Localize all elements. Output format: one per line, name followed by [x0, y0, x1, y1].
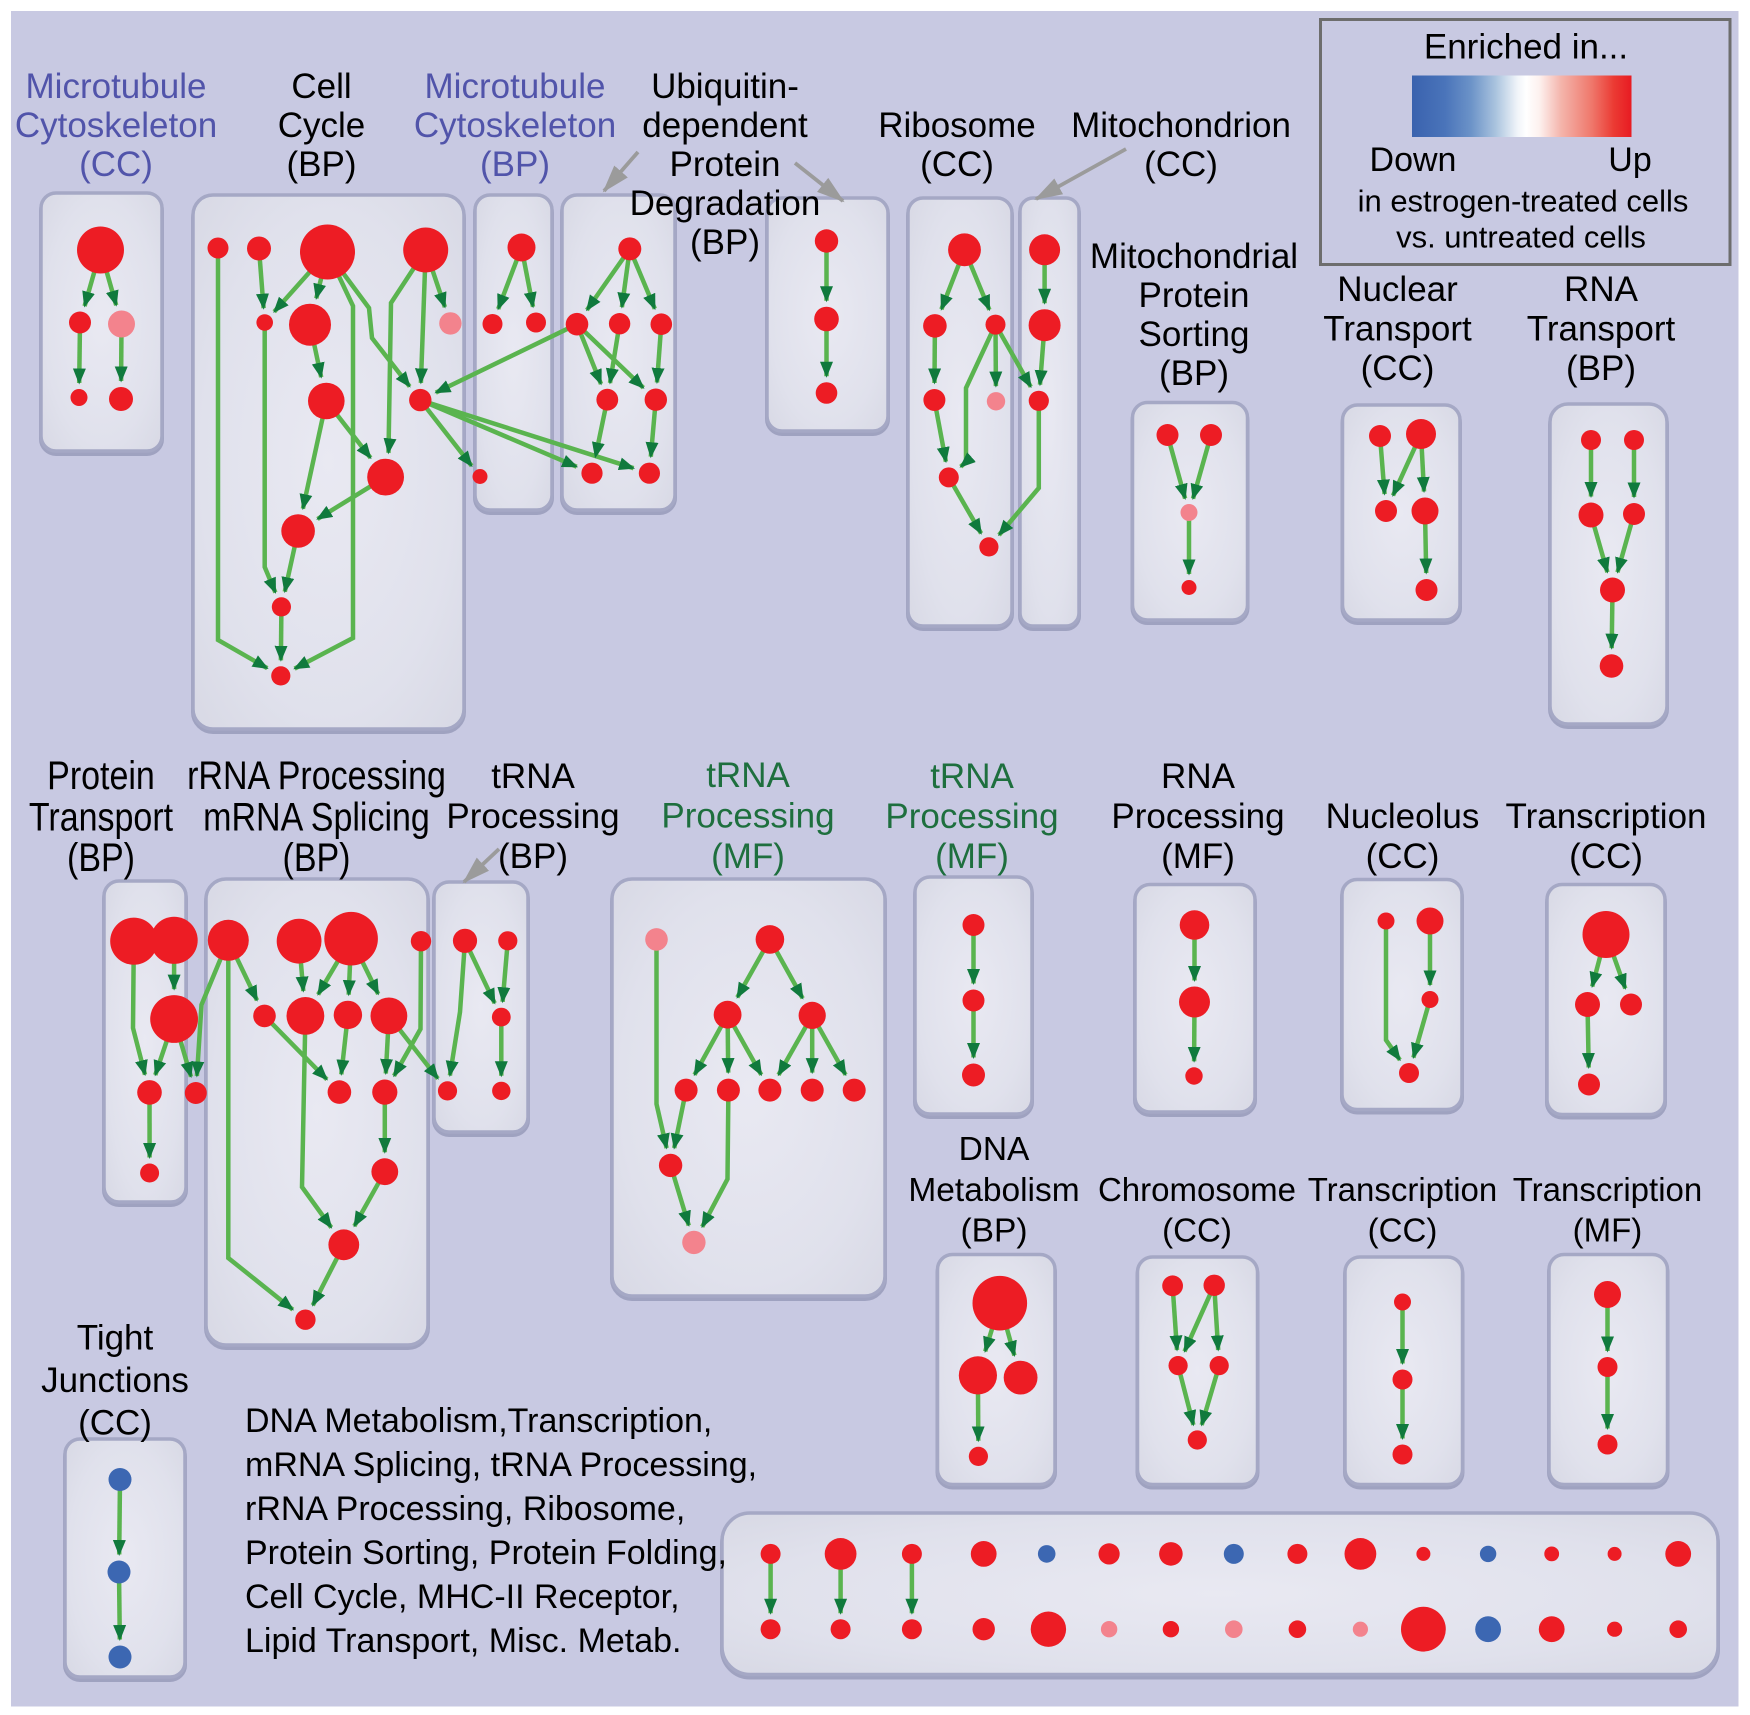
svg-text:Tight: Tight: [77, 1319, 154, 1358]
svg-text:mRNA Splicing: mRNA Splicing: [203, 794, 430, 839]
svg-text:Transport: Transport: [1323, 310, 1472, 349]
svg-text:(BP): (BP): [480, 145, 550, 184]
svg-text:tRNA: tRNA: [491, 757, 575, 796]
svg-text:DNA: DNA: [959, 1131, 1030, 1168]
svg-text:Chromosome: Chromosome: [1098, 1171, 1296, 1208]
svg-text:(MF): (MF): [1573, 1212, 1643, 1249]
svg-text:Transcription: Transcription: [1506, 797, 1707, 836]
svg-text:Protein: Protein: [670, 145, 781, 184]
svg-text:(CC): (CC): [1144, 145, 1218, 184]
svg-text:Ribosome: Ribosome: [878, 106, 1036, 145]
svg-text:in estrogen-treated cells: in estrogen-treated cells: [1358, 183, 1689, 218]
svg-text:(BP): (BP): [283, 834, 351, 879]
svg-text:Transport: Transport: [29, 794, 174, 839]
svg-text:(CC): (CC): [78, 1404, 152, 1443]
svg-text:Nucleolus: Nucleolus: [1326, 797, 1480, 836]
svg-text:Processing: Processing: [446, 797, 619, 836]
svg-text:(CC): (CC): [79, 145, 153, 184]
svg-text:(BP): (BP): [1566, 349, 1636, 388]
svg-text:RNA: RNA: [1161, 757, 1236, 796]
svg-text:Transport: Transport: [1527, 310, 1676, 349]
svg-text:(CC): (CC): [1361, 349, 1435, 388]
svg-text:(CC): (CC): [1569, 837, 1643, 876]
svg-text:Protein Sorting, Protein Foldi: Protein Sorting, Protein Folding,: [245, 1534, 727, 1572]
svg-text:(MF): (MF): [711, 837, 785, 876]
svg-text:(CC): (CC): [1162, 1212, 1232, 1249]
svg-text:Cytoskeleton: Cytoskeleton: [15, 106, 217, 145]
svg-text:Processing: Processing: [1111, 797, 1284, 836]
svg-text:mRNA Splicing, tRNA Processing: mRNA Splicing, tRNA Processing,: [245, 1446, 757, 1484]
svg-text:Cycle: Cycle: [278, 106, 366, 145]
svg-text:Lipid Transport, Misc. Metab.: Lipid Transport, Misc. Metab.: [245, 1622, 682, 1660]
svg-text:(CC): (CC): [920, 145, 994, 184]
svg-text:(BP): (BP): [1159, 354, 1229, 393]
svg-text:Transcription: Transcription: [1513, 1171, 1703, 1208]
svg-text:(BP): (BP): [67, 834, 135, 879]
svg-text:Processing: Processing: [885, 797, 1058, 836]
svg-text:Sorting: Sorting: [1139, 315, 1250, 354]
svg-text:Cytoskeleton: Cytoskeleton: [414, 106, 616, 145]
svg-text:(MF): (MF): [935, 837, 1009, 876]
svg-text:Degradation: Degradation: [630, 184, 821, 223]
svg-text:Mitochondrial: Mitochondrial: [1090, 237, 1298, 276]
svg-text:(BP): (BP): [690, 223, 760, 262]
svg-text:Microtubule: Microtubule: [425, 67, 606, 106]
svg-text:(BP): (BP): [961, 1213, 1028, 1250]
svg-text:Cell: Cell: [291, 67, 351, 106]
svg-text:Metabolism: Metabolism: [908, 1172, 1079, 1209]
svg-text:tRNA: tRNA: [930, 757, 1014, 796]
svg-text:Transcription: Transcription: [1308, 1171, 1498, 1208]
svg-text:rRNA Processing, Ribosome,: rRNA Processing, Ribosome,: [245, 1490, 685, 1528]
svg-text:Down: Down: [1370, 141, 1457, 179]
svg-text:(CC): (CC): [1368, 1212, 1438, 1249]
svg-text:Ubiquitin-: Ubiquitin-: [651, 67, 799, 106]
svg-text:Nuclear: Nuclear: [1337, 270, 1458, 309]
svg-text:Protein: Protein: [47, 752, 155, 797]
svg-text:tRNA: tRNA: [706, 756, 790, 795]
svg-text:(BP): (BP): [498, 837, 568, 876]
svg-text:(BP): (BP): [287, 145, 357, 184]
svg-text:dependent: dependent: [642, 106, 808, 145]
svg-text:Protein: Protein: [1139, 276, 1250, 315]
svg-text:RNA: RNA: [1564, 270, 1639, 309]
svg-text:rRNA Processing: rRNA Processing: [187, 752, 446, 797]
svg-text:(MF): (MF): [1161, 837, 1235, 876]
svg-text:Processing: Processing: [661, 797, 834, 836]
svg-text:Enriched in...: Enriched in...: [1424, 28, 1628, 67]
svg-text:Mitochondrion: Mitochondrion: [1071, 106, 1291, 145]
svg-text:Cell Cycle, MHC-II Receptor,: Cell Cycle, MHC-II Receptor,: [245, 1578, 680, 1616]
svg-text:(CC): (CC): [1366, 837, 1440, 876]
svg-text:Up: Up: [1608, 141, 1651, 179]
svg-text:DNA Metabolism,Transcription,: DNA Metabolism,Transcription,: [245, 1402, 712, 1440]
svg-text:Microtubule: Microtubule: [26, 67, 207, 106]
svg-text:vs. untreated cells: vs. untreated cells: [1396, 219, 1646, 254]
svg-text:Junctions: Junctions: [41, 1361, 189, 1400]
